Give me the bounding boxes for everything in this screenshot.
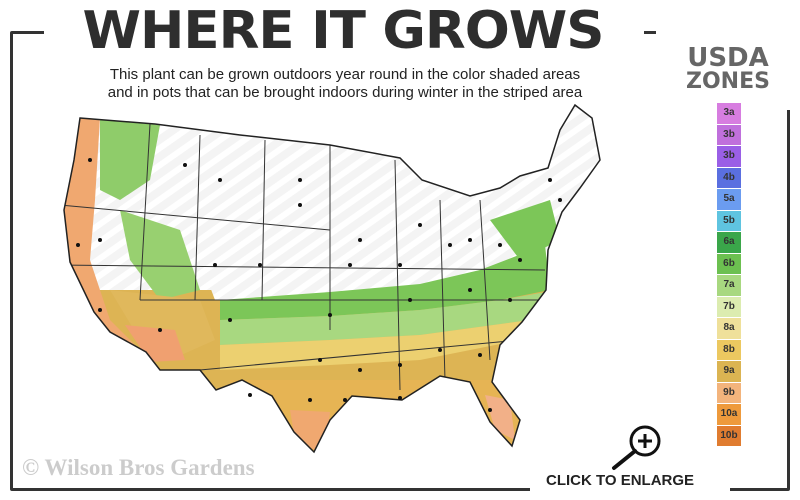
page-title: WHERE IT GROWS (82, 1, 605, 61)
zone-legend: 3a 3b 3b 4b 5a 5b 6a 6b 7a 7b 8a 8b 9a 9b 10a 10b (717, 103, 741, 447)
subtitle-line: and in pots that can be brought indoors … (107, 84, 583, 101)
legend-zone-6b: 6b (717, 253, 741, 274)
frame-gap (44, 20, 644, 40)
subtitle-line: This plant can be grown outdoors year ro… (109, 66, 581, 83)
legend-zone-10a: 10a (717, 404, 741, 425)
legend-zone-4b: 4b (717, 167, 741, 188)
frame-gap (530, 470, 730, 495)
magnifier-plus-icon[interactable] (608, 422, 668, 472)
legend-title-line: USDA (687, 43, 769, 73)
legend-zone-7b: 7b (717, 296, 741, 317)
legend-zone-9a: 9a (717, 361, 741, 382)
legend-zone-7a: 7a (717, 275, 741, 296)
copyright-watermark: © Wilson Bros Gardens (22, 455, 255, 480)
legend-zone-3a: 3a (717, 103, 741, 124)
legend-zone-5b: 5b (717, 210, 741, 231)
subtitle: This plant can be grown outdoors year ro… (40, 66, 650, 102)
legend-zone-5a: 5a (717, 189, 741, 210)
legend-zone-3b: 3b (717, 146, 741, 167)
click-to-enlarge-button[interactable]: CLICK TO ENLARGE (546, 472, 695, 489)
legend-title-line: ZONES (686, 69, 770, 94)
legend-zone-9b: 9b (717, 382, 741, 403)
legend-zone-3b: 3b (717, 124, 741, 145)
legend-zone-8b: 8b (717, 339, 741, 360)
legend-zone-8a: 8a (717, 318, 741, 339)
frame-gap (656, 20, 796, 110)
legend-zone-6a: 6a (717, 232, 741, 253)
legend-zone-10b: 10b (717, 425, 741, 446)
legend-title: USDA ZONES (672, 43, 784, 94)
